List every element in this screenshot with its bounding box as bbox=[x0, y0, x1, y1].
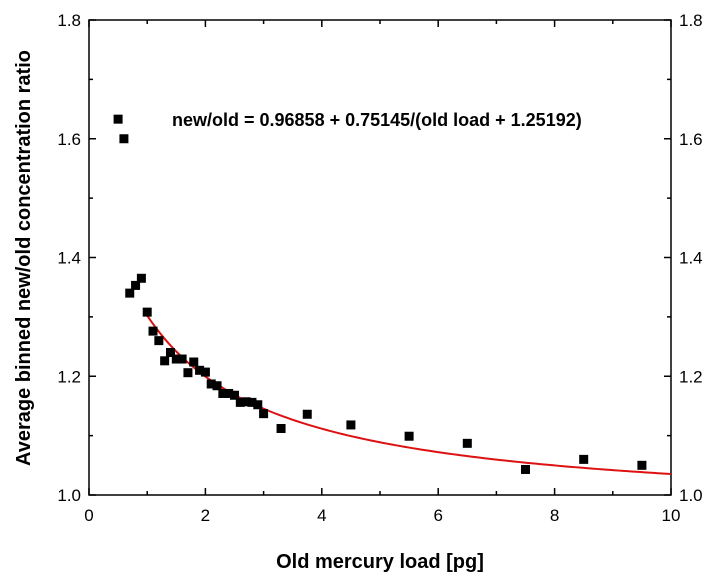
x-tick-label: 4 bbox=[317, 506, 326, 525]
data-point bbox=[131, 280, 141, 290]
data-point bbox=[462, 438, 472, 448]
data-point bbox=[142, 307, 152, 317]
data-point bbox=[212, 381, 222, 391]
data-point bbox=[183, 368, 193, 378]
data-point bbox=[230, 390, 239, 400]
y-tick-label-right: 1.2 bbox=[679, 367, 703, 386]
data-point bbox=[200, 367, 210, 377]
data-point bbox=[218, 388, 228, 398]
x-tick-label: 6 bbox=[433, 506, 442, 525]
data-point bbox=[171, 354, 181, 364]
data-point bbox=[637, 460, 647, 470]
axis-ticks bbox=[88, 19, 672, 496]
data-point bbox=[119, 134, 129, 144]
plot-area bbox=[88, 19, 672, 496]
x-tick-label: 10 bbox=[662, 506, 681, 525]
data-point bbox=[177, 354, 187, 364]
data-point bbox=[521, 464, 530, 474]
data-point bbox=[206, 379, 216, 389]
y-tick-label-right: 1.0 bbox=[679, 486, 703, 505]
axis-tick-labels: 0 2 4 6 8 101.0 1.01.2 1.21.4 1.41.6 1.61.8 1.8 bbox=[57, 11, 702, 525]
data-point bbox=[224, 388, 234, 398]
data-point bbox=[302, 409, 312, 419]
data-point bbox=[148, 326, 158, 336]
data-point bbox=[247, 397, 257, 407]
y-tick-label-right: 1.4 bbox=[679, 249, 703, 268]
data-point bbox=[195, 365, 205, 375]
y-tick-label-left: 1.2 bbox=[57, 367, 81, 386]
fit-equation-annotation: new/old = 0.96858 + 0.75145/(old load + … bbox=[172, 110, 582, 130]
data-point bbox=[235, 397, 245, 407]
y-axis-title: Average binned new/old concentration rat… bbox=[13, 50, 35, 466]
data-point bbox=[241, 397, 251, 407]
data-points bbox=[113, 114, 647, 474]
data-point bbox=[404, 431, 414, 441]
data-point bbox=[154, 336, 164, 346]
data-point bbox=[189, 357, 199, 367]
x-tick-label: 2 bbox=[201, 506, 210, 525]
y-tick-label-right: 1.6 bbox=[679, 130, 703, 149]
y-tick-label-left: 1.4 bbox=[57, 249, 81, 268]
data-point bbox=[276, 424, 286, 433]
data-point bbox=[579, 454, 589, 464]
data-point bbox=[136, 273, 146, 283]
data-point bbox=[346, 420, 356, 430]
data-point bbox=[253, 400, 263, 410]
y-tick-label-right: 1.8 bbox=[679, 11, 703, 30]
data-point bbox=[259, 409, 269, 419]
y-tick-label-left: 1.8 bbox=[57, 11, 81, 30]
data-point bbox=[113, 114, 123, 124]
data-point bbox=[165, 348, 175, 357]
x-tick-label: 0 bbox=[84, 506, 93, 525]
data-point bbox=[125, 288, 135, 298]
x-axis-title: Old mercury load [pg] bbox=[276, 551, 484, 573]
data-point bbox=[160, 356, 170, 366]
y-tick-label-left: 1.6 bbox=[57, 130, 81, 149]
y-tick-label-left: 1.0 bbox=[57, 486, 81, 505]
x-tick-label: 8 bbox=[550, 506, 559, 525]
